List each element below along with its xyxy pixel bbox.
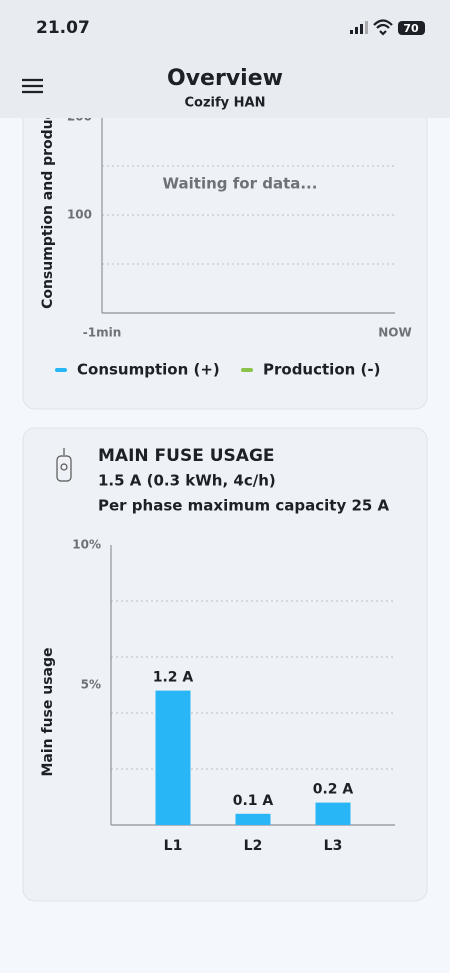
header-background xyxy=(0,0,450,118)
y-tick-label: 10% xyxy=(72,538,101,552)
value-label: 1.2 A xyxy=(153,670,194,686)
page-subtitle: Cozify HAN xyxy=(185,96,266,111)
page-title: Overview xyxy=(167,66,283,91)
menu-button[interactable] xyxy=(22,78,43,94)
bar xyxy=(315,802,351,825)
fuse-card xyxy=(22,427,428,902)
x-tick-label: -1min xyxy=(83,326,122,340)
status-time: 21.07 xyxy=(36,18,90,38)
x-tick-label: L1 xyxy=(164,838,183,854)
legend-label: Production (-) xyxy=(263,361,380,379)
card-title: MAIN FUSE USAGE xyxy=(98,446,275,466)
wifi-icon xyxy=(373,19,393,36)
top-bar: 21.07 70 Overview Cozify HAN xyxy=(0,0,450,118)
y-tick-label: 5% xyxy=(81,678,101,692)
x-tick-label: NOW xyxy=(378,326,411,340)
y-axis-label: Consumption and produc xyxy=(40,111,56,309)
content: Consumption and produc Waiting for data.… xyxy=(22,59,428,902)
signal-icon xyxy=(350,21,368,34)
battery-icon xyxy=(398,21,425,35)
value-label: 0.1 A xyxy=(233,793,274,809)
bar xyxy=(155,690,191,825)
legend-label: Consumption (+) xyxy=(77,361,220,379)
bar xyxy=(235,813,271,825)
battery-level: 70 xyxy=(403,22,419,35)
y-tick-label: 100 xyxy=(67,208,92,222)
x-tick-label: L2 xyxy=(244,838,263,854)
fuse-icon xyxy=(56,448,72,482)
annotation: Waiting for data... xyxy=(163,175,318,193)
x-tick-label: L3 xyxy=(324,838,343,854)
card-subtitle: Per phase maximum capacity 25 A xyxy=(98,497,390,515)
value-label: 0.2 A xyxy=(313,782,354,798)
card-subtitle: 1.5 A (0.3 kWh, 4c/h) xyxy=(98,472,276,490)
y-axis-label: Main fuse usage xyxy=(40,647,56,776)
